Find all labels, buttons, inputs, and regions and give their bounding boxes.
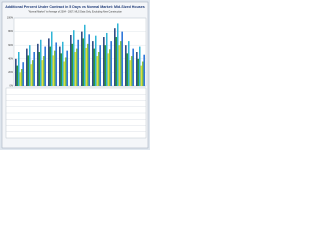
bar: [53, 50, 56, 86]
bar: [60, 53, 63, 86]
bar: [33, 52, 35, 86]
bar: [27, 55, 30, 86]
bar: [74, 52, 76, 86]
bar: [117, 23, 119, 86]
bar: [66, 50, 68, 86]
bar: [85, 47, 87, 86]
bar: [125, 45, 127, 86]
bar: [51, 31, 53, 87]
bar: [48, 38, 50, 86]
bar: [88, 34, 90, 86]
bar: [41, 60, 43, 86]
bar: [108, 49, 111, 86]
plot-area: [13, 17, 147, 87]
bar: [115, 37, 118, 86]
bar: [114, 28, 116, 86]
bar: [38, 52, 41, 86]
bar: [63, 61, 65, 86]
chart-subtitle: "Normal Market" is Average of 2004 - 200…: [28, 11, 122, 14]
y-tick-label: 0%: [10, 85, 14, 88]
bar: [93, 48, 96, 86]
bar: [95, 35, 97, 86]
bar: [59, 46, 61, 86]
bar: [104, 45, 107, 86]
bar: [141, 61, 144, 86]
bar: [81, 31, 83, 87]
bar: [37, 43, 39, 86]
bar: [132, 48, 134, 86]
bar: [140, 65, 142, 86]
bar: [49, 46, 52, 86]
bar: [118, 45, 120, 86]
bar: [26, 48, 28, 86]
bar: [137, 58, 140, 86]
bar: [110, 41, 112, 86]
bar: [52, 55, 54, 86]
bar: [29, 45, 31, 86]
bar: [92, 41, 94, 86]
bar: [107, 53, 109, 86]
bar: [86, 43, 89, 86]
bar: [22, 62, 24, 86]
bar: [15, 58, 17, 86]
chart-title: Additional Percent Under Contract in 5 D…: [5, 5, 145, 9]
bar: [128, 41, 130, 86]
bar: [40, 39, 42, 86]
bar: [97, 52, 100, 86]
y-tick-label: 60%: [8, 44, 14, 47]
bar: [99, 45, 101, 86]
bar: [136, 52, 138, 86]
bar: [70, 35, 72, 86]
bar: [64, 57, 67, 86]
y-tick-label: 20%: [8, 71, 14, 74]
y-tick-label: 80%: [8, 30, 14, 33]
bar: [121, 31, 123, 87]
bar: [20, 69, 23, 86]
y-tick-label: 40%: [8, 57, 14, 60]
bar: [42, 56, 45, 86]
bar: [143, 54, 145, 86]
bar: [73, 30, 75, 87]
bar: [30, 64, 32, 86]
bar: [75, 48, 78, 86]
bar: [126, 53, 129, 86]
bar: [103, 37, 105, 86]
bar: [84, 24, 86, 86]
bar: [82, 38, 85, 86]
bar: [119, 41, 122, 86]
bar: [130, 56, 133, 86]
bar: [129, 60, 131, 86]
bar: [18, 52, 20, 86]
bar: [71, 43, 74, 86]
y-tick-label: 100%: [7, 17, 14, 20]
bar: [96, 56, 98, 86]
page: {"chart_data": {"type": "bar", "title": …: [0, 0, 150, 150]
bar: [44, 46, 46, 86]
bar: [16, 65, 19, 86]
bar: [55, 42, 57, 86]
bar: [19, 72, 21, 86]
bar: [62, 41, 64, 86]
bar: [31, 60, 34, 86]
bar: [77, 39, 79, 86]
bar: [106, 32, 108, 86]
bar: [139, 46, 141, 86]
chart: Additional Percent Under Contract in 5 D…: [0, 0, 150, 150]
